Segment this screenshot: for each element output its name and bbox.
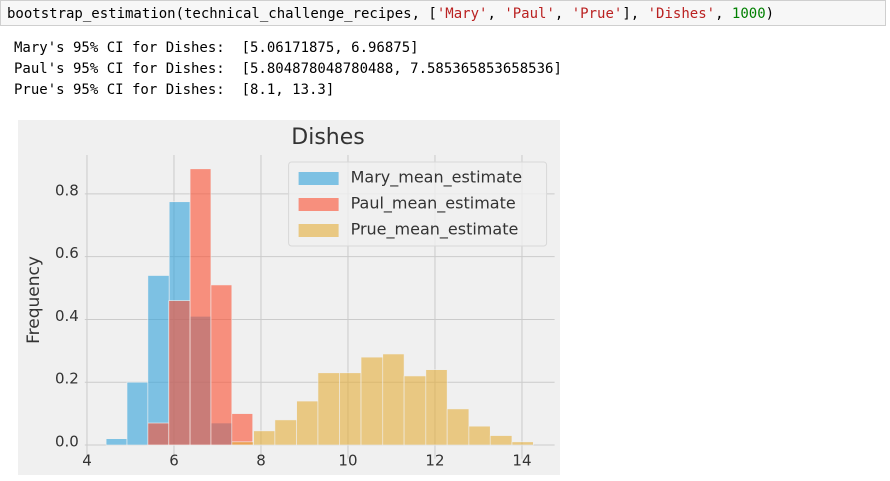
code-token: ], (622, 6, 648, 22)
histogram-bar (425, 369, 448, 446)
x-tick-label: 14 (512, 451, 531, 469)
code-token: 'Dishes' (647, 6, 716, 22)
histogram-bar (231, 413, 254, 446)
x-tick-label: 4 (82, 451, 92, 469)
y-axis-label: Frequency (24, 256, 44, 344)
code-token: , (487, 6, 505, 22)
chart: Dishes Frequency 0.0 0.2 0.4 0.6 0.8 4 6 8 10 12 1… (18, 120, 560, 475)
code-token: , (715, 6, 732, 22)
histogram-bar (446, 408, 470, 446)
y-tick-label: 0.8 (55, 181, 79, 199)
legend-swatch (298, 198, 339, 211)
legend-label: Mary_mean_estimate (351, 168, 522, 188)
histogram-bar (147, 275, 170, 446)
histogram-bar (403, 375, 427, 446)
legend-label: Paul_mean_estimate (351, 194, 516, 214)
output-line: Prue's 95% CI for Dishes: [8.1, 13.3] (14, 82, 335, 98)
chart-title: Dishes (291, 125, 364, 150)
code-token: , (554, 6, 572, 22)
histogram-bar (339, 372, 362, 446)
x-tick-label: 10 (338, 451, 357, 469)
y-tick-label: 0.6 (55, 244, 79, 262)
histogram-bar (231, 441, 254, 446)
histogram-bar (296, 400, 319, 446)
y-tick-label: 0.0 (55, 432, 79, 450)
histogram-bar (105, 438, 128, 446)
cell-output: Mary's 95% CI for Dishes: [5.06171875, 6… (14, 38, 562, 101)
histogram-bar (511, 441, 534, 446)
code-token: 'Prue' (571, 6, 623, 22)
histogram-bar (274, 419, 297, 446)
histogram-bar (126, 381, 149, 446)
code-token: 'Mary' (436, 6, 488, 22)
legend-box (288, 161, 548, 247)
histogram-bar (382, 353, 405, 446)
legend-swatch (298, 172, 339, 185)
histogram-bar (317, 372, 341, 446)
histogram-bar (468, 425, 491, 446)
histogram-bar (360, 356, 384, 446)
x-tick-label: 6 (169, 451, 179, 469)
code-cell[interactable]: bootstrap_estimation(technical_challenge… (0, 0, 886, 26)
legend-swatch (298, 224, 339, 237)
x-tick-label: 8 (256, 451, 266, 469)
code-token: bootstrap_estimation(technical_challenge… (7, 6, 437, 22)
histogram-bar (253, 430, 276, 446)
code-token: ) (765, 6, 775, 22)
histogram-bar (210, 284, 233, 446)
x-tick-label: 12 (425, 451, 444, 469)
y-tick-label: 0.2 (55, 370, 79, 388)
histogram-bar (168, 300, 191, 446)
output-line: Paul's 95% CI for Dishes: [5.80487804878… (14, 61, 562, 77)
histogram-bar (489, 435, 513, 446)
y-tick-label: 0.4 (55, 307, 79, 325)
code-token: 1000 (731, 6, 766, 22)
output-line: Mary's 95% CI for Dishes: [5.06171875, 6… (14, 40, 419, 56)
legend-label: Prue_mean_estimate (351, 220, 519, 240)
histogram-bar (189, 168, 212, 446)
code-token: 'Paul' (504, 6, 555, 22)
histogram-bar (147, 422, 170, 446)
